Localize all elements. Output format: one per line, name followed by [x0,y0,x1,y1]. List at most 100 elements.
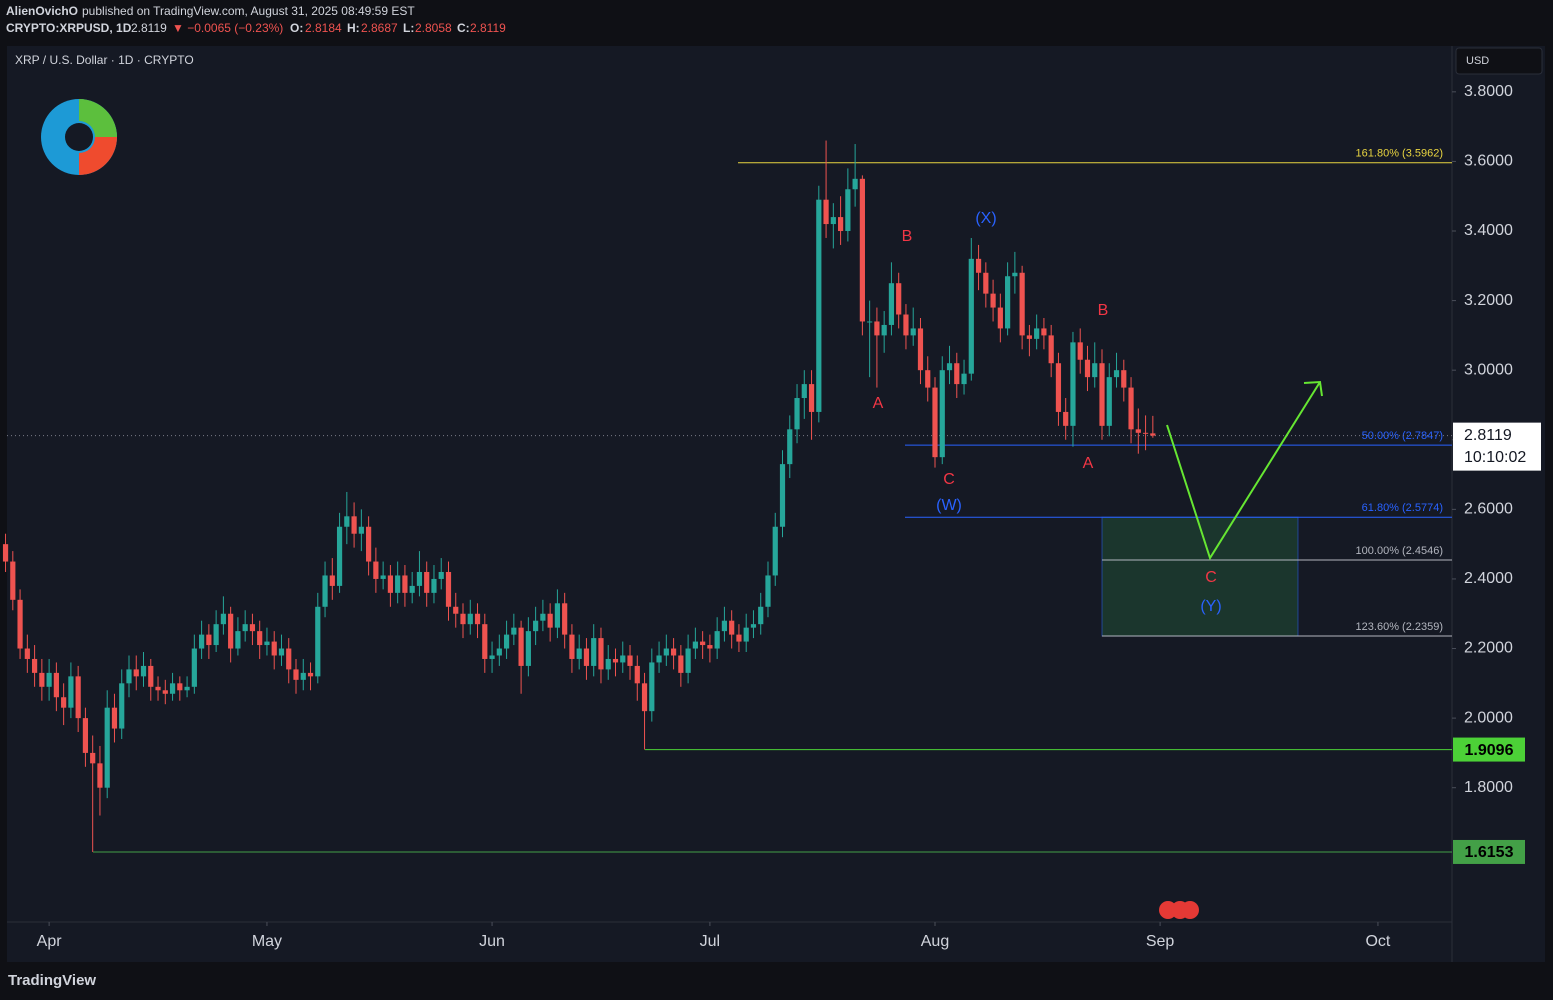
chart-title: XRP / U.S. Dollar · 1D · CRYPTO [15,53,194,67]
candle-body [169,683,176,694]
candle-body [1026,335,1032,339]
y-tick-label: 1.8000 [1464,779,1513,796]
candle-body [1150,433,1156,436]
candle-body [837,217,844,232]
candle-body [424,571,430,593]
candle-body [1135,429,1141,433]
candle-body [736,634,742,642]
candle-body [714,631,720,649]
candle-body [721,620,728,632]
candle-body [641,683,648,712]
candle-body [1034,328,1040,339]
projection-arrow [1303,380,1323,397]
candle-body [678,655,684,673]
candle-body [315,606,321,677]
candle-body [925,370,931,388]
y-tick-label: 3.0000 [1464,361,1513,378]
candle-body [111,707,118,729]
candle-body [1128,387,1134,430]
candle-body [620,655,626,663]
h-label: H: [347,21,360,35]
candle-body [300,672,306,680]
candle-body [823,199,829,225]
level-label: 1.9096 [1465,742,1514,759]
candle-body [946,363,953,371]
currency-box[interactable] [1455,47,1543,75]
candle-body [750,624,757,628]
candle-body [583,648,590,666]
price-box [1453,422,1541,471]
candle-body [17,599,23,649]
o-label: O: [290,21,303,35]
projection-path [1166,381,1321,561]
candle-body [1019,272,1025,336]
candle-body [402,575,408,593]
candle-body [881,324,887,336]
candle-body [199,634,205,649]
level-box [1453,737,1525,762]
candle-body [31,658,38,673]
wave-label: C [1205,569,1217,586]
candle-body [445,571,452,607]
logo-green [79,99,117,137]
candle-body [598,638,604,670]
candle-body [518,627,524,666]
wave-label: C [943,471,955,488]
candle-body [954,363,960,385]
candle-body [1063,411,1069,426]
candle-body [1142,432,1149,434]
wave-label: (Y) [1200,598,1221,615]
candle-body [758,606,764,625]
candle-body [1113,370,1120,378]
candle-body [90,752,96,764]
fib-label: 100.00% (2.4546) [1356,545,1443,557]
symbol: CRYPTO:XRPUSD, 1D [6,21,132,35]
candle-body [816,199,822,412]
candle-body [395,575,401,593]
candle-body [489,655,495,659]
countdown: 10:10:02 [1464,449,1526,466]
candle-body [801,384,807,399]
candle-body [692,641,698,649]
candle-body [503,634,510,649]
event-icon [1181,901,1199,919]
wave-label: A [873,395,884,412]
x-tick-label: Jun [479,933,505,950]
candle-body [474,613,481,625]
level-label: 1.6153 [1465,844,1514,861]
target-zone [1101,516,1299,637]
chart-area [7,46,1545,962]
candle-body [867,321,873,323]
candle-body [286,648,292,670]
candle-body [257,631,263,646]
x-tick-label: Oct [1365,933,1390,950]
candle-body [358,526,364,534]
candle-body [264,641,270,646]
candle-body [1092,363,1098,378]
candle-body [416,571,423,586]
candle-body [97,763,103,788]
candle-body [162,690,168,694]
candle-body [482,624,488,659]
candle-body [975,258,982,273]
candle-body [540,613,546,621]
x-tick-label: Aug [921,933,949,950]
h-value: 2.8687 [361,21,398,35]
candle-body [293,669,299,680]
candle-body [177,683,183,691]
candle-body [830,217,836,225]
candle-body [968,258,974,374]
c-value: 2.8119 [470,21,506,35]
candle-body [220,613,226,625]
x-tick-label: Apr [37,933,63,950]
candle-body [329,575,335,586]
candle-body [779,464,786,527]
candle-body [888,283,895,325]
candle-body [700,641,706,646]
wave-label: B [902,228,913,245]
y-tick-label: 3.6000 [1464,153,1513,170]
candle-body [1084,359,1091,378]
candle-body [1041,328,1047,336]
candle-body [808,384,815,412]
